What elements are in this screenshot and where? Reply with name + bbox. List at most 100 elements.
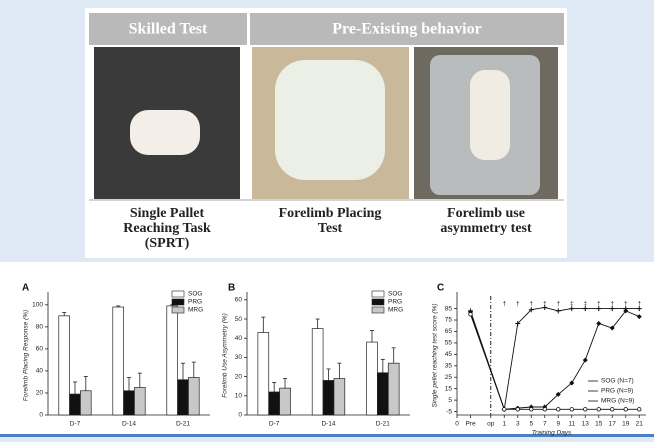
marker: [609, 306, 615, 312]
x-tick-label: 13: [582, 421, 590, 428]
y-tick-label: 45: [445, 351, 453, 358]
marker: [515, 407, 520, 412]
x-tick-label: 19: [622, 421, 630, 428]
header-cell: [89, 13, 247, 45]
x-tick-label: 9: [556, 421, 560, 428]
marker: [555, 308, 561, 314]
y-tick-label: 50: [235, 316, 243, 323]
y-tick-label: 60: [235, 297, 243, 304]
bar: [333, 378, 346, 416]
y-axis-label: Forelimb Use Asymmetry (%): [222, 313, 229, 398]
annotation: †: [543, 301, 547, 308]
x-tick-label: 15: [595, 421, 603, 428]
photo-rat: [470, 70, 510, 160]
bar: [69, 393, 81, 416]
bar: [387, 362, 400, 416]
marker: [515, 320, 521, 326]
y-axis-label: Forelimb Placing Response (%): [23, 310, 30, 401]
x-tick-label: D-7: [70, 421, 81, 428]
y-tick-label: 35: [445, 363, 453, 370]
line: [470, 314, 640, 410]
x-tick-label: 21: [636, 421, 644, 428]
annotation: †: [516, 301, 520, 308]
y-tick-label: 20: [36, 390, 44, 397]
y-tick-label: 40: [36, 368, 44, 375]
marker: [542, 304, 548, 310]
panel-label: C: [437, 283, 444, 294]
marker: [502, 407, 507, 412]
bar: [322, 380, 335, 416]
legend-swatch: [371, 298, 385, 306]
y-tick-label: 15: [445, 385, 453, 392]
legend-swatch: [371, 290, 385, 298]
legend-label: SOG: [388, 291, 402, 298]
y-tick-label: 85: [445, 305, 453, 312]
x-tick-label: op: [487, 421, 495, 428]
caption: Forelimb Placing: [279, 206, 382, 221]
panel-label: A: [22, 283, 29, 294]
y-tick-label: 65: [445, 328, 453, 335]
y-tick-label: 25: [445, 374, 453, 381]
annotation: †: [610, 301, 614, 308]
legend-label: MRG (N=9): [601, 398, 634, 405]
annotation: †: [637, 301, 641, 308]
marker: [529, 407, 534, 412]
x-tick-label: D-14: [321, 421, 335, 428]
bar: [188, 377, 200, 416]
y-tick-label: 100: [32, 302, 43, 309]
x-tick-label: 5: [529, 421, 533, 428]
legend-label: MRG: [388, 307, 403, 314]
marker: [555, 391, 561, 397]
header: Pre-Existing behavior: [332, 21, 481, 38]
x-tick-label: 7: [543, 421, 547, 428]
marker: [636, 306, 642, 312]
x-tick-label: D-21: [176, 421, 190, 428]
legend-swatch: [171, 298, 185, 306]
bar: [58, 315, 70, 416]
bar: [112, 306, 124, 416]
bar: [134, 387, 146, 416]
x-tick-label: 0: [455, 421, 459, 428]
marker: [556, 407, 561, 412]
x-tick-label: Pre: [465, 421, 476, 428]
caption: asymmetry test: [440, 221, 532, 236]
bar: [377, 372, 389, 416]
caption: Forelimb use: [447, 206, 525, 221]
marker: [610, 407, 615, 412]
x-tick-label: 11: [568, 421, 575, 428]
marker: [609, 325, 615, 331]
x-tick-label: 3: [516, 421, 520, 428]
y-tick-label: 10: [235, 393, 243, 400]
y-tick-label: -5: [446, 408, 452, 415]
bar: [268, 391, 280, 416]
y-tick-label: 55: [445, 340, 453, 347]
marker: [623, 407, 628, 412]
marker: [468, 312, 473, 317]
legend-swatch: [171, 306, 185, 314]
annotation: ‡: [570, 301, 574, 308]
legend-label: MRG: [188, 307, 203, 314]
photo-hands: [275, 60, 385, 180]
legend-swatch: [171, 290, 185, 298]
legend-label: PRG (N=9): [601, 388, 633, 395]
caption: (SPRT): [145, 236, 190, 251]
y-tick-label: 0: [39, 412, 43, 419]
annotation: †: [556, 301, 560, 308]
marker: [637, 407, 642, 412]
header-cell: [250, 13, 564, 45]
marker: [596, 407, 601, 412]
bar: [366, 341, 378, 416]
caption: Single Pallet: [130, 206, 205, 221]
bar: [80, 390, 92, 416]
annotation: ‡: [583, 301, 587, 308]
bottom-border: [0, 434, 654, 437]
x-tick-label: 17: [609, 421, 617, 428]
legend-label: PRG: [188, 299, 202, 306]
bar: [166, 305, 178, 416]
y-tick-label: 40: [235, 335, 243, 342]
marker: [596, 320, 602, 326]
x-tick-label: D-21: [376, 421, 390, 428]
bar: [257, 332, 270, 416]
